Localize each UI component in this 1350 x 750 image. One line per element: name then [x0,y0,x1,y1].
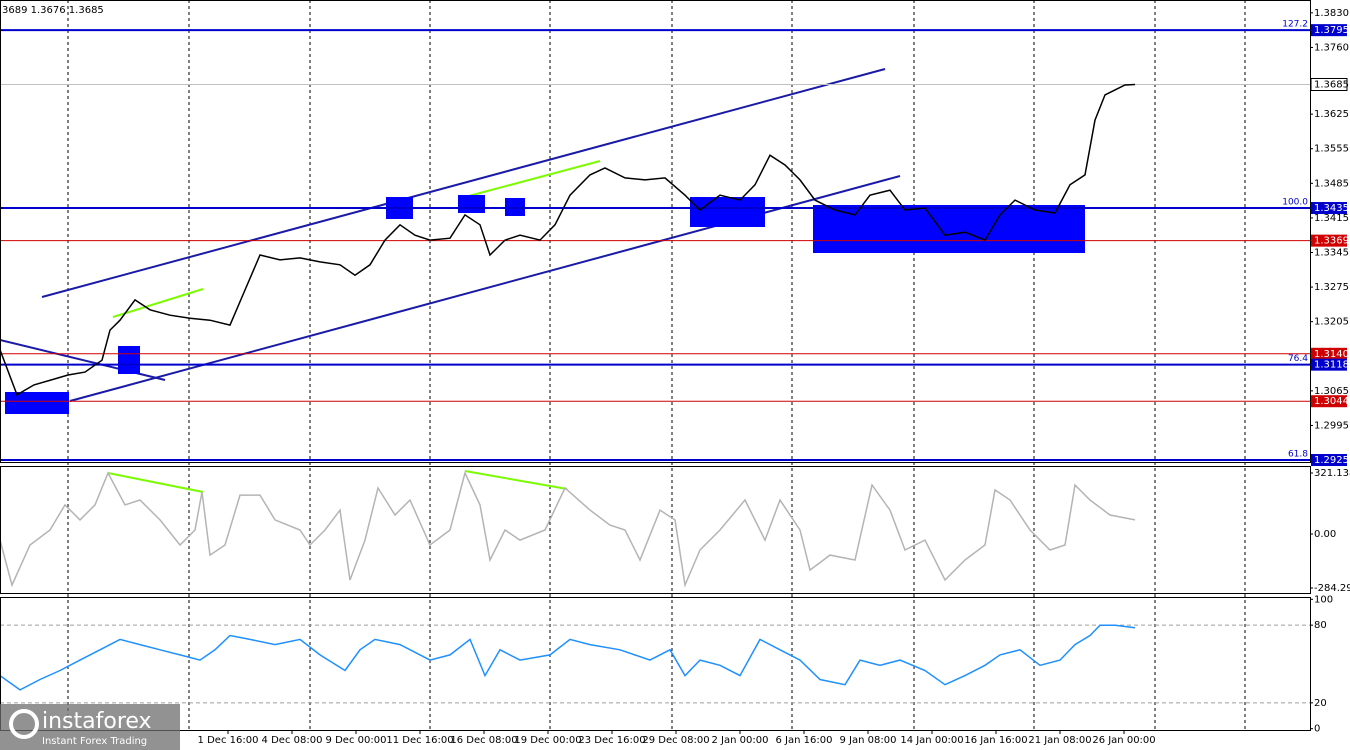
divergence-line [107,472,204,493]
level-label-box [1311,234,1347,247]
zone-box [118,346,140,374]
frames [0,0,1311,731]
channel-upper [41,68,886,298]
y-tick-label: 1.3625 [1314,109,1349,120]
level-label-box [1311,395,1347,408]
logo: instaforex Instant Forex Trading [0,704,180,750]
plots: 3689 1.3676 1.3685 1.3830 1.3760 1.3625 1.35… [0,5,1350,746]
vertical-grid [67,0,1246,730]
level-label: 1.3044 [1314,396,1349,407]
annotations [0,68,1085,493]
y-tick-label: 1.3065 [1314,386,1349,397]
data-line [0,470,1136,588]
y-tick-label: 0 [1314,724,1320,735]
y-tick-label: 1.3485 [1314,178,1349,189]
current-price-label: 1.3685 [1314,79,1349,90]
panel-frame [0,0,1311,463]
level-label: 1.3369 [1314,236,1349,247]
x-tick-label: 16 Jan 16:00 [964,735,1027,746]
data-line [0,624,1136,691]
logo-icon [9,709,39,739]
y-tick-label: 1.3205 [1314,317,1349,328]
panel-frame [0,466,1311,594]
level-label: 1.3435 [1314,203,1349,214]
x-tick-label: 29 Dec 08:00 [642,735,709,746]
zone-box [690,197,765,227]
x-tick-label: 4 Dec 08:00 [262,735,323,746]
x-tick-label: 26 Jan 00:00 [1092,735,1155,746]
y-tick-label: 1.3555 [1314,144,1349,155]
divergence-line [464,470,568,490]
y-tick-label: 100 [1314,594,1333,605]
logo-tagline: Instant Forex Trading [42,736,147,747]
x-tick-label: 11 Dec 16:00 [386,735,453,746]
x-tick-label: 21 Jan 08:00 [1028,735,1091,746]
y-tick-label: 80 [1314,620,1327,631]
divergence-line [112,288,204,318]
y-tick-label: 1.3415 [1314,213,1349,224]
fib-label: 100.0 [1282,198,1308,208]
x-tick-label: 9 Jan 08:00 [840,735,897,746]
y-tick-label: 20 [1314,698,1327,709]
level-label: 1.3795 [1314,25,1349,36]
x-tick-label: 19 Dec 00:00 [514,735,581,746]
level-label-box [1311,24,1347,37]
x-tick-label: 16 Dec 08:00 [450,735,517,746]
level-label-box [1311,454,1347,467]
zone-box [813,205,1085,253]
logo-name: instaforex [42,709,152,734]
y-tick-label: 1.3275 [1314,282,1349,293]
level-label-box [1311,347,1347,360]
y-tick-label: 1.3760 [1314,42,1349,53]
y-tick-label: -284.2900 [1314,583,1350,594]
x-tick-label: 2 Jan 00:00 [712,735,769,746]
y-tick-label: 0.00 [1314,529,1336,540]
x-tick-label: 9 Dec 00:00 [326,735,387,746]
x-tick-label: 23 Dec 16:00 [578,735,645,746]
level-label-box [1311,358,1347,371]
zone-box [458,195,485,213]
level-label: 1.2925 [1314,455,1349,466]
data-line [0,83,1136,396]
fib-label: 127.2 [1282,20,1308,30]
x-tick-label: 1 Dec 16:00 [198,735,259,746]
fib-label: 61.8 [1288,450,1308,460]
level-label-box [1311,202,1347,215]
x-tick-label: 6 Jan 16:00 [776,735,833,746]
zone-box [5,392,69,414]
divergence-line [464,160,601,198]
y-tick-label: 1.3345 [1314,247,1349,258]
level-label: 1.3140 [1314,349,1349,360]
header: 3689 1.3676 1.3685 [2,5,104,16]
x-tick-label: 14 Jan 00:00 [900,735,963,746]
level-label: 1.3118 [1314,360,1349,371]
panel-frame [0,597,1311,731]
fib-label: 76.4 [1288,354,1308,364]
y-tick-label: 1.3830 [1314,8,1349,19]
y-tick-label: 321.1386 [1314,468,1350,479]
y-tick-label: 1.2995 [1314,420,1349,431]
zone-box [505,198,525,216]
